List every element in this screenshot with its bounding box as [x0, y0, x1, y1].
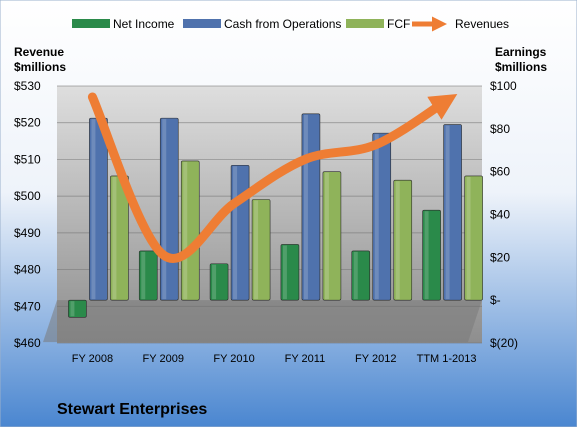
bar-highlight [162, 119, 166, 299]
left-tick-label: $490 [14, 226, 41, 240]
legend-swatch-fcf [346, 19, 384, 28]
right-axis-label-line1: Earnings [495, 45, 547, 59]
x-tick-label: FY 2010 [213, 353, 254, 365]
bar-highlight [233, 166, 237, 299]
left-axis-label-line2: $millions [14, 60, 66, 74]
left-tick-label: $520 [14, 116, 41, 130]
bar-highlight [112, 177, 116, 299]
left-tick-label: $460 [14, 336, 41, 350]
x-tick-label: TTM 1-2013 [417, 353, 477, 365]
bar-highlight [183, 162, 187, 299]
bar-highlight [446, 126, 450, 300]
left-tick-label: $480 [14, 263, 41, 277]
legend-swatch-cash-from-operations [183, 19, 221, 28]
right-tick-label: $- [490, 293, 501, 307]
legend-swatch-net-income [72, 19, 110, 28]
legend-label-net-income: Net Income [113, 17, 175, 31]
bar-highlight [354, 252, 358, 299]
bar-highlight [91, 119, 95, 299]
bar-highlight [304, 115, 308, 299]
x-tick-label: FY 2012 [355, 353, 396, 365]
right-tick-label: $40 [490, 208, 510, 222]
right-tick-label: $80 [490, 122, 510, 136]
legend-label-fcf: FCF [387, 17, 410, 31]
bar-highlight [425, 211, 429, 299]
x-tick-label: FY 2009 [143, 353, 184, 365]
legend-label-revenues: Revenues [455, 17, 509, 31]
right-tick-label: $60 [490, 165, 510, 179]
bar-highlight [141, 252, 145, 299]
x-tick-label: FY 2011 [285, 353, 326, 365]
right-tick-label: $(20) [490, 336, 518, 350]
left-tick-label: $500 [14, 189, 41, 203]
bar-highlight [467, 177, 471, 299]
right-tick-label: $100 [490, 79, 517, 93]
bar-highlight [375, 134, 379, 299]
bar-highlight [283, 245, 287, 299]
left-axis-label-line1: Revenue [14, 45, 64, 59]
chart-title: Stewart Enterprises [57, 401, 207, 418]
right-tick-label: $20 [490, 250, 510, 264]
bar-highlight [212, 265, 216, 299]
legend-label-cash-from-operations: Cash from Operations [224, 17, 341, 31]
left-tick-label: $530 [14, 79, 41, 93]
left-tick-label: $510 [14, 152, 41, 166]
x-tick-label: FY 2008 [72, 353, 113, 365]
left-tick-label: $470 [14, 299, 41, 313]
bar-highlight [325, 173, 329, 300]
bar-highlight [254, 201, 258, 300]
bar-highlight [396, 181, 400, 299]
right-axis-label-line2: $millions [495, 60, 547, 74]
bar-highlight [70, 301, 74, 316]
